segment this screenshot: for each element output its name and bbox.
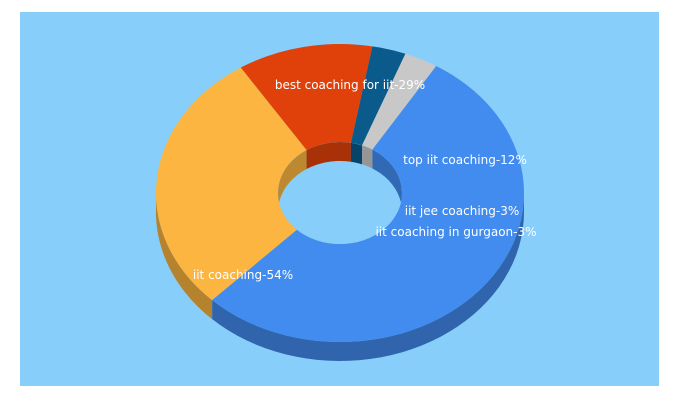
slice-label: iit jee coaching-3%	[405, 204, 520, 218]
slice-hole-wall	[278, 150, 307, 212]
slice-top-iit-coaching	[240, 44, 373, 151]
donut-chart: best coaching for iit-29% top iit coachin…	[156, 44, 537, 361]
slice-iit-coaching	[212, 65, 524, 342]
slice-label: best coaching for iit-29%	[275, 78, 425, 92]
slice-hole-wall	[306, 142, 351, 170]
slice-label: iit coaching-54%	[193, 268, 293, 282]
slice-hole-wall	[362, 145, 373, 169]
slice-hole-wall	[350, 142, 363, 165]
slice-iit-coaching-in-gurgaon	[362, 53, 437, 150]
slice-best-coaching-for-iit	[156, 67, 307, 301]
slice-hole-wall	[372, 149, 402, 212]
slice-side-wall	[212, 193, 524, 361]
slice-iit-jee-coaching	[350, 46, 406, 146]
chart-panel: best coaching for iit-29% top iit coachin…	[20, 12, 659, 386]
slice-label: iit coaching in gurgaon-3%	[375, 225, 536, 239]
slice-side-wall	[156, 193, 213, 320]
slice-label: top iit coaching-12%	[403, 153, 527, 167]
